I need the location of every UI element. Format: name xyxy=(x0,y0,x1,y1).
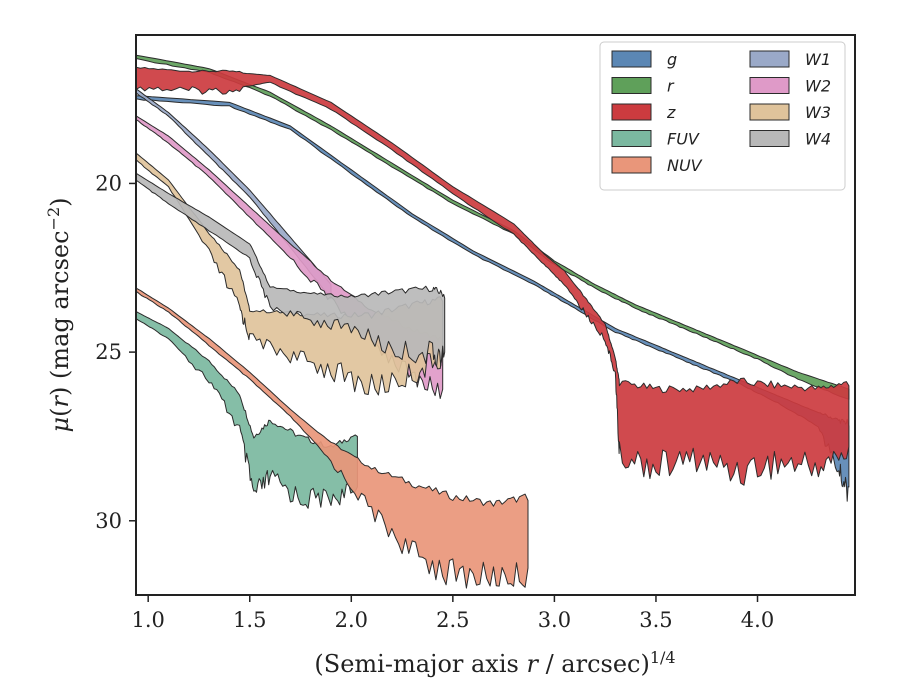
legend-swatch-r xyxy=(611,77,652,94)
x-axis-ticks: 1.0 1.5 2.0 2.5 3.0 3.5 4.0 xyxy=(131,595,774,632)
series-band-w4 xyxy=(136,172,446,367)
legend-swatch-nuv xyxy=(611,156,652,174)
y-tick-label: 25 xyxy=(95,340,122,364)
legend-swatch-w3 xyxy=(749,103,790,121)
legend-swatch-g xyxy=(611,50,652,68)
legend-swatch-w4 xyxy=(749,130,790,147)
x-axis-label: (Semi-major axis r / arcsec)1/4 xyxy=(314,648,675,678)
legend-label-w3: W3 xyxy=(805,103,831,122)
legend-label-w4: W4 xyxy=(805,130,831,149)
x-tick-label: 2.0 xyxy=(335,608,368,632)
legend-label-z: z xyxy=(666,103,676,122)
x-tick-label: 3.0 xyxy=(538,608,571,632)
x-tick-label: 4.0 xyxy=(741,608,774,632)
x-tick-label: 2.5 xyxy=(436,608,469,632)
legend-swatch-z xyxy=(611,103,652,121)
legend-label-g: g xyxy=(667,50,677,69)
legend-swatch-w1 xyxy=(749,50,790,68)
y-tick-label: 30 xyxy=(95,509,122,533)
x-tick-label: 1.0 xyxy=(131,608,164,632)
series-band-z xyxy=(136,66,850,486)
legend-label-w1: W1 xyxy=(805,50,831,69)
legend-label-r: r xyxy=(667,77,675,96)
y-axis-ticks: 20 25 30 xyxy=(95,171,136,533)
y-axis-label: μ(r) (mag arcsec−2) xyxy=(44,197,74,432)
series-band-g xyxy=(136,95,850,502)
legend-label-fuv: FUV xyxy=(667,130,700,149)
legend-label-w2: W2 xyxy=(805,77,831,96)
series-band-w3 xyxy=(136,152,444,396)
y-tick-label: 20 xyxy=(95,171,122,195)
series-layer xyxy=(136,54,850,589)
legend-swatch-w2 xyxy=(749,77,790,94)
x-tick-label: 1.5 xyxy=(233,608,266,632)
series-band-nuv xyxy=(136,287,529,589)
legend-label-nuv: NUV xyxy=(667,156,703,175)
legend-swatch-fuv xyxy=(611,130,652,147)
plot-frame xyxy=(135,34,856,596)
legend: grz FUV NUV W1 W2 W3 W4 xyxy=(599,41,846,191)
x-tick-label: 3.5 xyxy=(639,608,672,632)
